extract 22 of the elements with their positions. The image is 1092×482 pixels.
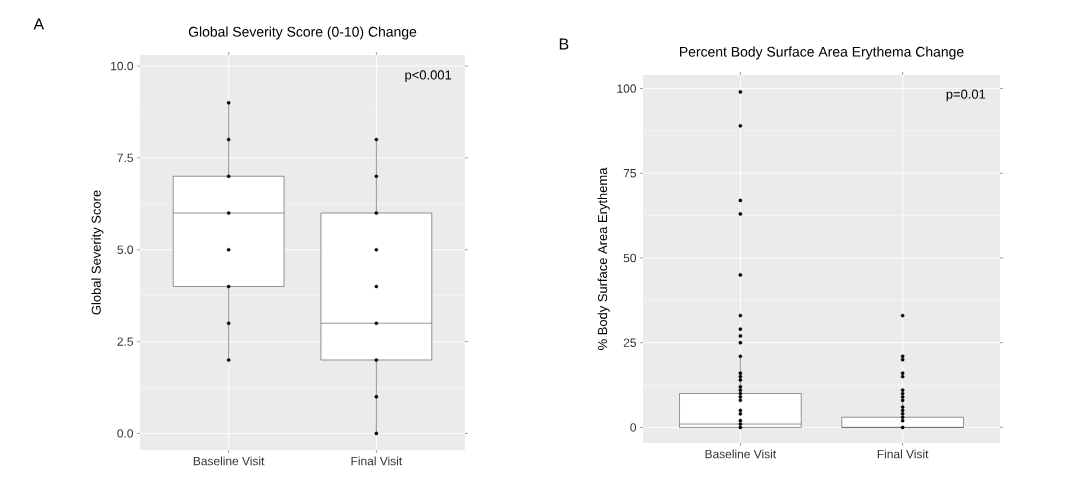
annotation: p=0.01 bbox=[946, 89, 986, 102]
y-tick-label: 50 bbox=[623, 253, 637, 263]
text: B bbox=[559, 38, 569, 50]
y-tick-label: 25 bbox=[623, 338, 636, 347]
y-axis-title: % Body Surface Area Erythema bbox=[597, 167, 610, 350]
chart-title: Percent Body Surface Area Erythema Change bbox=[679, 46, 964, 60]
y-tick-label: 5.0 bbox=[117, 245, 134, 254]
x-tick-label: Baseline Visit bbox=[193, 456, 265, 466]
y-tick-label: 0 bbox=[630, 423, 637, 432]
text: A bbox=[33, 18, 45, 30]
x-tick-label: Baseline Visit bbox=[705, 449, 777, 459]
annotation: p<0.001 bbox=[405, 70, 452, 83]
chart-title: Global Severity Score (0-10) Change bbox=[188, 26, 417, 40]
y-tick-label: 100 bbox=[617, 84, 637, 93]
y-tick-label: 2.5 bbox=[117, 337, 133, 346]
y-tick-label: 10.0 bbox=[111, 61, 134, 71]
y-axis-title: Global Severity Score bbox=[91, 190, 104, 315]
y-tick-label: 0.0 bbox=[117, 429, 134, 438]
y-tick-label: 7.5 bbox=[117, 153, 133, 163]
x-tick-label: Final Visit bbox=[877, 449, 929, 459]
x-tick-label: Final Visit bbox=[351, 456, 403, 466]
y-tick-label: 75 bbox=[623, 169, 636, 178]
